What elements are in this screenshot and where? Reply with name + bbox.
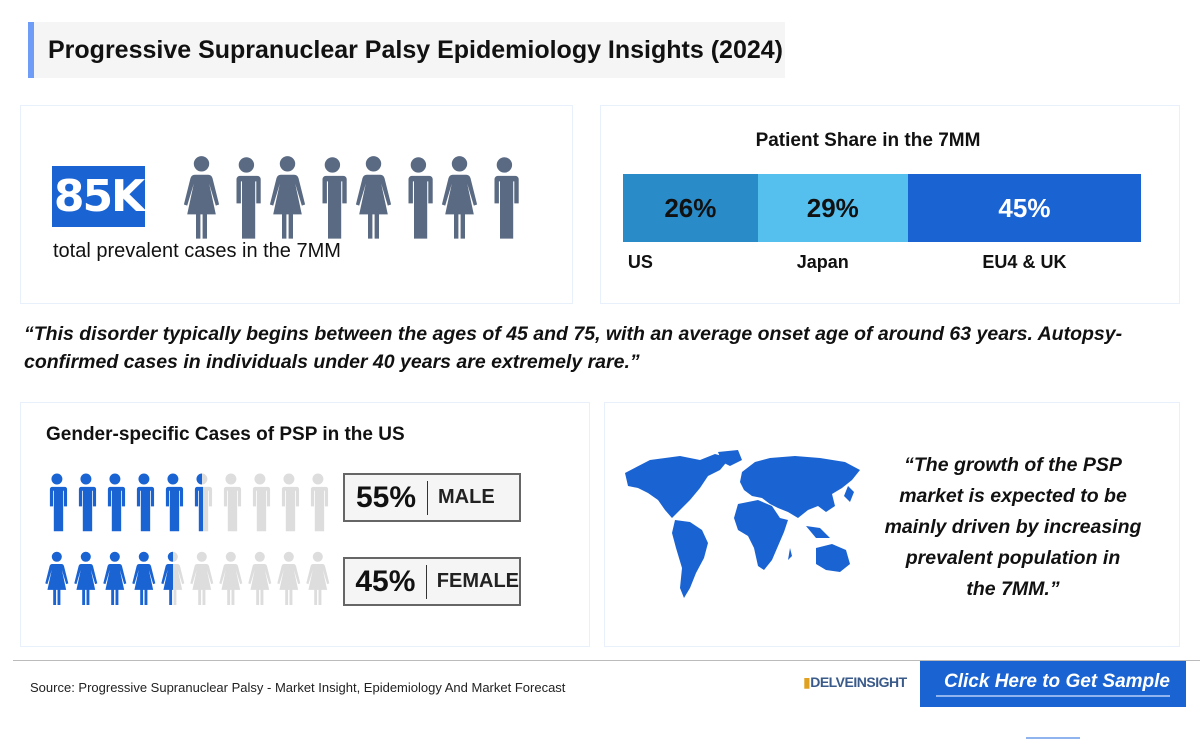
male-icon [321,157,347,239]
quote-line: market is expected to be [899,485,1127,507]
male-icon [407,157,433,239]
quote-line: mainly driven by increasing [884,516,1142,538]
female-icon [248,551,272,605]
male-icon [49,473,68,532]
prevalence-caption: total prevalent cases in the 7MM [53,240,341,262]
quote-line: “The growth of the PSP [904,454,1122,476]
male-label: MALE [438,486,495,508]
cta-label: Click Here to Get Sample Page [936,671,1170,739]
female-icon [132,551,156,605]
male-icon [252,473,271,532]
male-percent: 55% [345,480,428,515]
female-percent: 45% [345,564,427,599]
page-title: Progressive Supranuclear Palsy Epidemiol… [28,22,785,78]
female-icon [277,551,301,605]
female-icons [45,551,330,605]
quote-line: the 7MM.” [966,578,1060,600]
female-icon [45,551,69,605]
male-icon [194,473,213,532]
get-sample-page-button[interactable]: Click Here to Get Sample Page [920,661,1186,739]
share-segment: 45% [907,174,1141,242]
world-map [625,450,860,598]
share-segment: 29% [757,174,908,242]
share-label: US [627,252,653,272]
male-icon [281,473,300,532]
footer-divider [13,660,1200,661]
share-label: EU4 & UK [982,252,1067,272]
delveinsight-logo[interactable]: ▮DELVEINSIGHT [803,674,907,690]
market-card [604,402,1180,647]
prevalence-value: 85K [52,166,145,227]
male-icon [136,473,155,532]
people-icons [183,156,519,239]
female-share-box: 45% FEMALE [343,557,521,606]
share-label: Japan [796,252,849,272]
female-icon [161,551,185,605]
female-icon [306,551,330,605]
male-icon [493,157,519,239]
female-icon [190,551,214,605]
male-icon [310,473,329,532]
male-icons [49,473,329,532]
female-icon [219,551,243,605]
market-quote: “The growth of the PSP market is expecte… [868,450,1158,605]
share-segment: 26% [623,174,758,242]
logo-text: DELVEINSIGHT [810,674,907,690]
male-share-box: 55% MALE [343,473,521,522]
female-icon [74,551,98,605]
male-icon [235,157,261,239]
female-label: FEMALE [436,570,519,592]
male-icon [165,473,184,532]
male-icon [78,473,97,532]
female-icon [441,156,478,239]
male-icon [223,473,242,532]
patient-share-title: Patient Share in the 7MM [755,130,981,151]
female-icon [355,156,392,239]
female-icon [269,156,306,239]
gender-title: Gender-specific Cases of PSP in the US [46,424,405,445]
female-icon [183,156,220,239]
male-icon [107,473,126,532]
quote-line: prevalent population in [905,547,1121,569]
onset-quote: “This disorder typically begins between … [24,323,1123,373]
female-icon [103,551,127,605]
source-text: Source: Progressive Supranuclear Palsy -… [30,680,566,695]
